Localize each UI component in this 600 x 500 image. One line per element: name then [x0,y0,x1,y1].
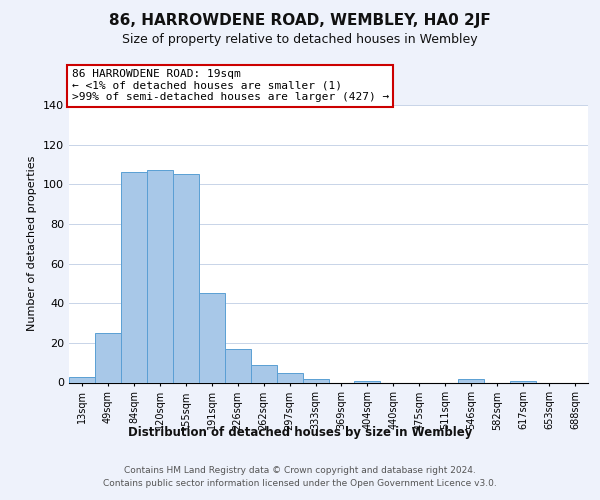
Bar [277,372,302,382]
Text: 86, HARROWDENE ROAD, WEMBLEY, HA0 2JF: 86, HARROWDENE ROAD, WEMBLEY, HA0 2JF [109,12,491,28]
Bar [121,172,147,382]
Bar [69,376,95,382]
Bar [225,349,251,382]
Bar [458,378,484,382]
Text: Size of property relative to detached houses in Wembley: Size of property relative to detached ho… [122,32,478,46]
Y-axis label: Number of detached properties: Number of detached properties [28,156,37,332]
Bar [355,380,380,382]
Text: 86 HARROWDENE ROAD: 19sqm
← <1% of detached houses are smaller (1)
>99% of semi-: 86 HARROWDENE ROAD: 19sqm ← <1% of detac… [71,69,389,102]
Text: Contains HM Land Registry data © Crown copyright and database right 2024.: Contains HM Land Registry data © Crown c… [124,466,476,475]
Bar [302,378,329,382]
Bar [147,170,173,382]
Bar [173,174,199,382]
Bar [199,294,224,382]
Bar [510,380,536,382]
Text: Distribution of detached houses by size in Wembley: Distribution of detached houses by size … [128,426,472,439]
Bar [95,333,121,382]
Text: Contains public sector information licensed under the Open Government Licence v3: Contains public sector information licen… [103,479,497,488]
Bar [251,364,277,382]
